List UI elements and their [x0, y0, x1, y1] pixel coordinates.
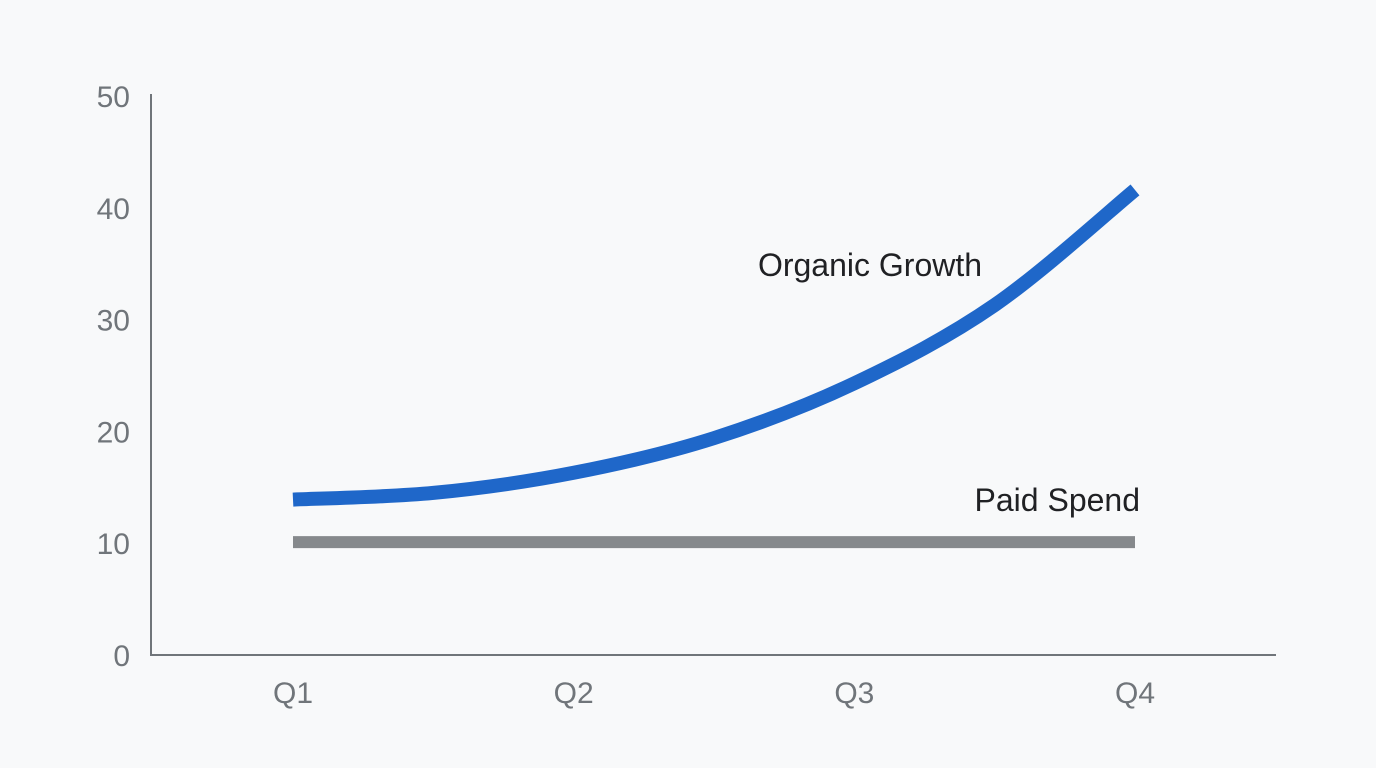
y-tick-label: 30 [97, 305, 130, 338]
series-lines [292, 184, 1140, 549]
x-tick-labels: Q1 Q2 Q3 Q4 [273, 677, 1155, 710]
x-tick-label: Q2 [554, 677, 594, 710]
y-tick-labels: 0 10 20 30 40 50 [97, 81, 130, 673]
y-tick-label: 10 [97, 528, 130, 561]
series-label-organic-growth: Organic Growth [758, 247, 982, 283]
x-tick-label: Q1 [273, 677, 313, 710]
y-tick-label: 40 [97, 193, 130, 226]
series-line-organic-growth [292, 184, 1140, 507]
y-tick-label: 20 [97, 416, 130, 449]
y-tick-label: 0 [113, 640, 130, 673]
series-label-paid-spend: Paid Spend [975, 482, 1140, 518]
x-tick-label: Q4 [1115, 677, 1155, 710]
y-tick-label: 50 [97, 81, 130, 114]
x-tick-label: Q3 [834, 677, 874, 710]
